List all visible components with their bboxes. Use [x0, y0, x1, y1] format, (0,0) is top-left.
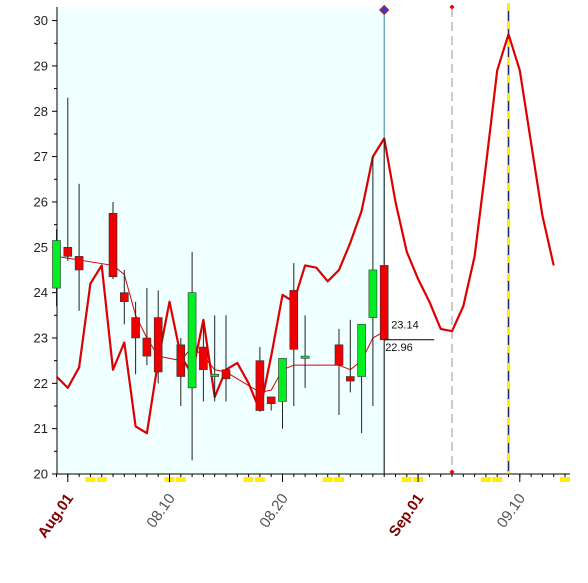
y-tick-label: 24	[34, 285, 48, 300]
weekend-marker	[480, 477, 491, 482]
x-tick-label: 08.10	[143, 491, 178, 532]
candle-body	[379, 265, 389, 341]
candle-body	[368, 269, 378, 318]
weekend-marker	[322, 477, 333, 482]
y-tick-label: 27	[34, 149, 48, 164]
y-tick-label: 30	[34, 13, 48, 28]
marker-layer	[378, 3, 510, 475]
weekend-marker	[560, 477, 570, 482]
weekend-marker	[334, 477, 344, 482]
candle-body	[63, 247, 73, 257]
candle-body	[142, 337, 152, 357]
y-tick-label: 22	[34, 376, 48, 391]
candle-body	[221, 369, 231, 380]
candle-body	[334, 344, 344, 366]
y-tick-label: 26	[34, 194, 48, 209]
weekend-marker	[96, 477, 107, 482]
weekend-marker	[85, 477, 96, 482]
label-layer: 23.14 22.96	[384, 320, 435, 354]
ma-price-label: 23.14	[391, 320, 419, 332]
close-price-label: 22.96	[385, 342, 413, 354]
candle-body	[131, 317, 140, 339]
highlight-layer	[57, 7, 385, 474]
candle-body	[255, 360, 265, 411]
marker-bottom-dot	[449, 469, 455, 475]
candle-body	[278, 358, 287, 402]
highlight-region	[57, 7, 385, 474]
candle-body	[187, 292, 197, 389]
y-tick-label: 29	[34, 58, 48, 73]
x-tick-label: 08.20	[256, 491, 291, 532]
candle-body	[153, 317, 163, 373]
candle-body	[176, 344, 186, 377]
x-tick-label: 09.10	[494, 491, 529, 532]
y-tick-label: 28	[34, 104, 48, 119]
candle-body	[345, 376, 355, 382]
current-day-diamond	[378, 4, 390, 16]
y-tick-label: 23	[34, 330, 48, 345]
weekend-marker	[175, 477, 186, 482]
candle-body	[52, 240, 61, 289]
candle-body	[357, 324, 366, 377]
marker-top-dot	[449, 4, 455, 10]
x-tick-label: Aug.01	[34, 491, 77, 542]
candle-body	[210, 373, 219, 377]
candle-body	[120, 292, 129, 303]
weekend-marker	[254, 477, 265, 482]
candle-body	[289, 290, 299, 350]
candle-body	[74, 256, 84, 271]
weekend-marker	[492, 477, 503, 482]
candle-body	[108, 212, 118, 278]
candle-body	[266, 396, 276, 405]
y-tick-label: 20	[34, 467, 48, 482]
candle-body	[300, 355, 310, 359]
x-tick-label: Sep.01	[386, 491, 428, 540]
candle-layer	[52, 97, 389, 474]
weekend-marker	[243, 477, 254, 482]
candle-body	[199, 346, 208, 371]
y-tick-label: 25	[34, 240, 48, 255]
y-tick-label: 21	[34, 421, 48, 436]
weekend-marker	[401, 477, 412, 482]
overlay-curve	[55, 33, 555, 435]
